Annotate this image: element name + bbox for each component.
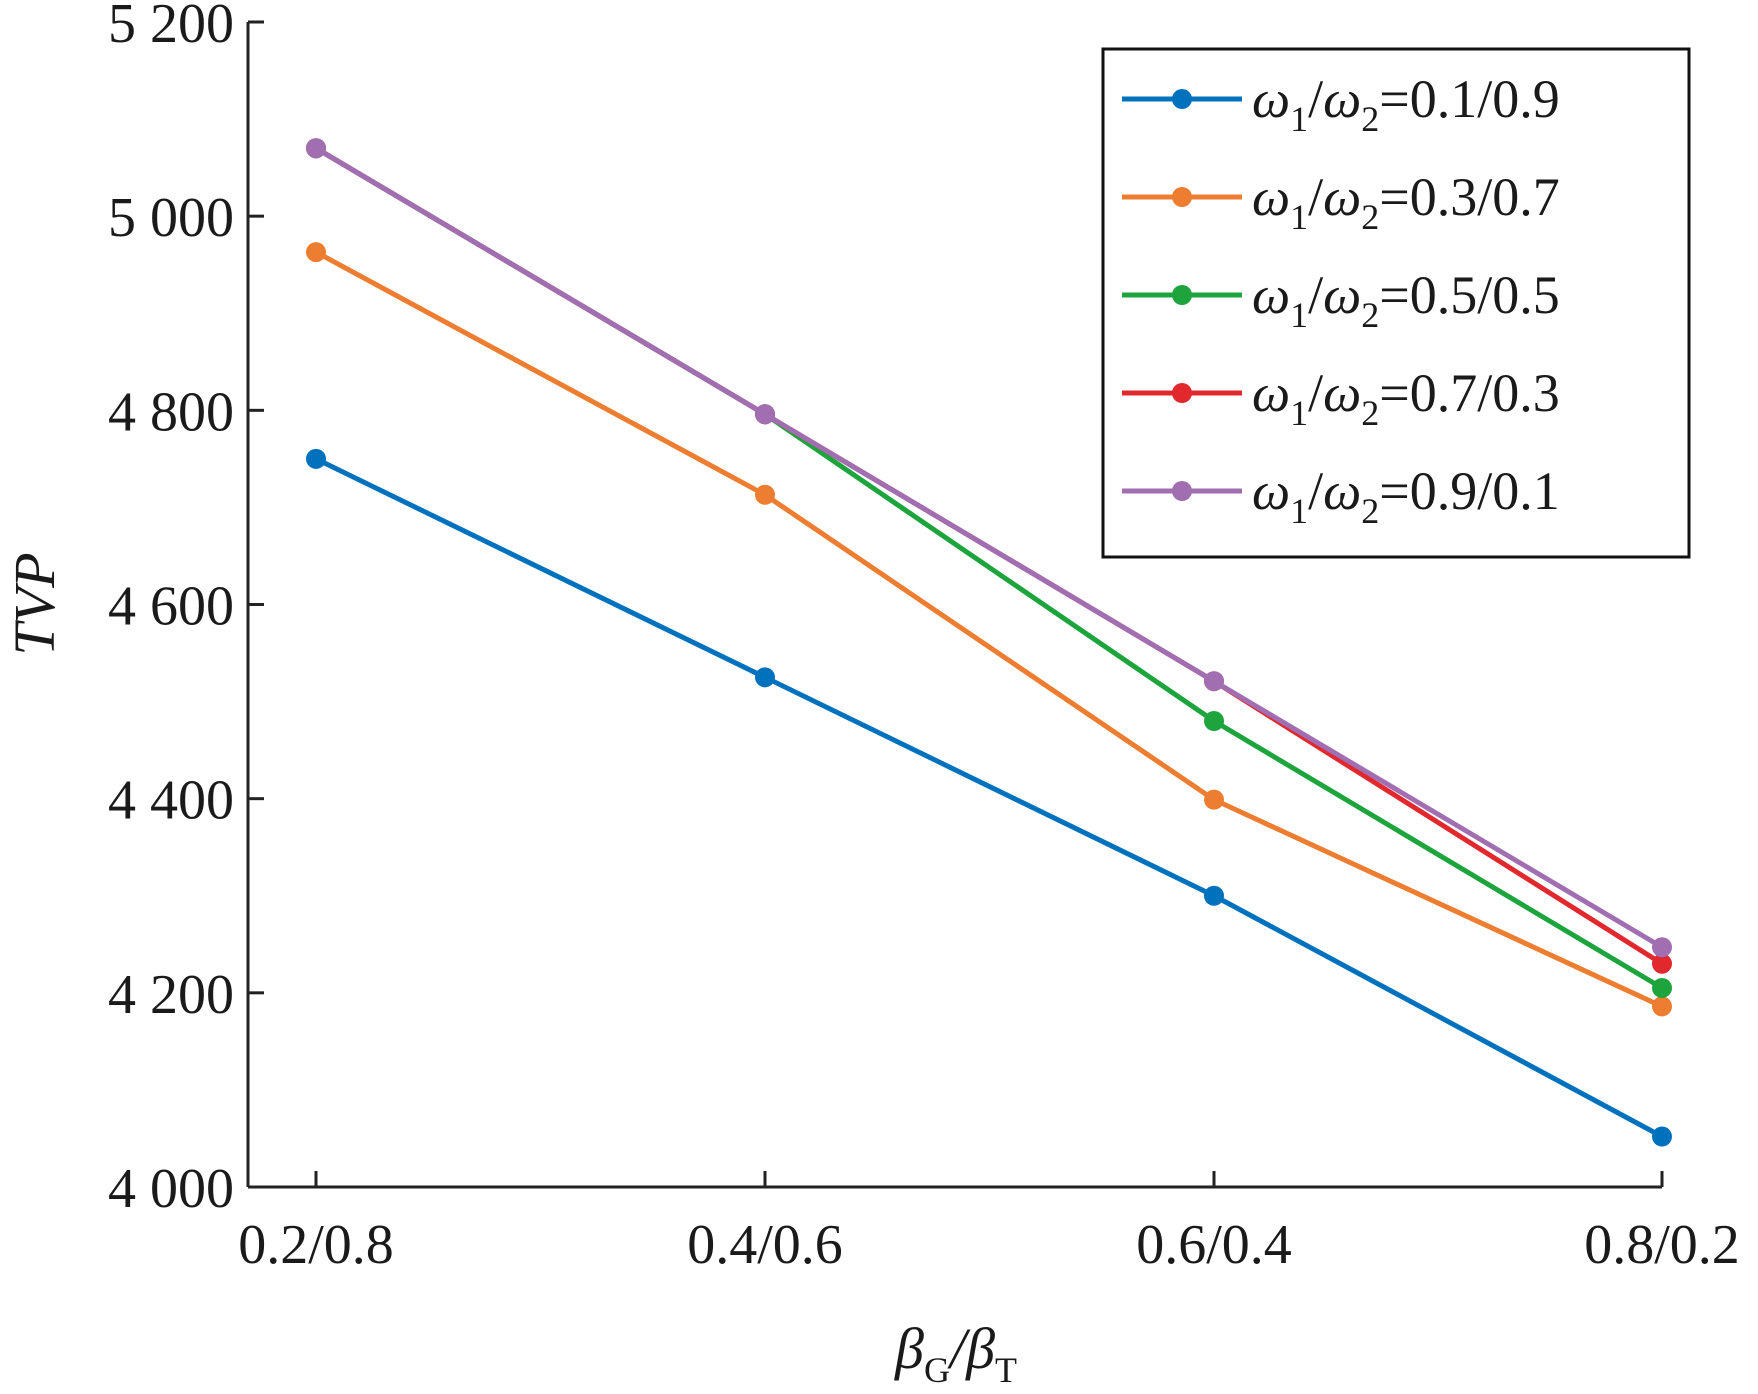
- data-point: [755, 667, 775, 688]
- series-4: [306, 138, 1672, 958]
- data-point: [755, 484, 775, 505]
- legend-label: ω1/ω2=0.1/0.9: [1252, 69, 1560, 139]
- x-tick-label: 0.2/0.8: [238, 1214, 394, 1276]
- series-0: [306, 448, 1672, 1147]
- y-tick-label: 4 600: [108, 576, 234, 638]
- legend-marker: [1172, 481, 1192, 501]
- x-axis-title: βG/βT: [894, 1316, 1017, 1390]
- legend-entry: ω1/ω2=0.5/0.5: [1122, 265, 1560, 335]
- legend-marker: [1172, 89, 1192, 109]
- y-tick-label: 5 200: [108, 0, 234, 55]
- legend-entry: ω1/ω2=0.7/0.3: [1122, 363, 1560, 433]
- y-tick-label: 4 000: [108, 1158, 234, 1220]
- data-point: [755, 404, 775, 425]
- y-tick-label: 4 200: [108, 964, 234, 1026]
- legend-entry: ω1/ω2=0.9/0.1: [1122, 461, 1560, 531]
- x-tick-label: 0.6/0.4: [1136, 1214, 1292, 1276]
- legend-entry: ω1/ω2=0.1/0.9: [1122, 69, 1560, 139]
- data-point: [306, 448, 326, 469]
- data-point: [1652, 996, 1672, 1017]
- series-line: [313, 249, 1665, 1009]
- series-1: [306, 242, 1672, 1017]
- data-point: [1204, 711, 1224, 731]
- legend-label: ω1/ω2=0.9/0.1: [1252, 461, 1560, 531]
- y-tick-label: 4 800: [108, 381, 234, 443]
- legend-marker: [1172, 383, 1192, 403]
- legend: ω1/ω2=0.1/0.9 ω1/ω2=0.3/0.7 ω1/ω2=0.5/0.5 ω…: [1101, 47, 1691, 559]
- legend-label: ω1/ω2=0.7/0.3: [1252, 363, 1560, 433]
- x-tick-label: 0.8/0.2: [1584, 1214, 1740, 1276]
- y-axis-title: TVP: [2, 552, 67, 655]
- y-tick-label: 5 000: [108, 187, 234, 249]
- data-point: [1204, 789, 1224, 810]
- series-line: [313, 456, 1665, 1140]
- data-point: [1652, 1126, 1672, 1147]
- series-line: [313, 145, 1665, 950]
- legend-label: ω1/ω2=0.5/0.5: [1252, 265, 1560, 335]
- series-layer: [306, 138, 1672, 1147]
- legend-label: ω1/ω2=0.3/0.7: [1252, 167, 1560, 237]
- data-point: [1204, 885, 1224, 906]
- legend-marker: [1172, 285, 1192, 305]
- legend-box: [1101, 47, 1691, 559]
- data-point: [1652, 977, 1672, 998]
- data-point: [306, 242, 326, 263]
- data-point: [1652, 953, 1672, 974]
- data-point: [1652, 937, 1672, 958]
- legend-marker: [1172, 187, 1192, 207]
- legend-entry: ω1/ω2=0.3/0.7: [1122, 167, 1560, 237]
- x-tick-label: 0.4/0.6: [687, 1214, 843, 1276]
- y-tick-label: 4 400: [108, 770, 234, 832]
- data-point: [1204, 671, 1224, 692]
- data-point: [306, 138, 326, 159]
